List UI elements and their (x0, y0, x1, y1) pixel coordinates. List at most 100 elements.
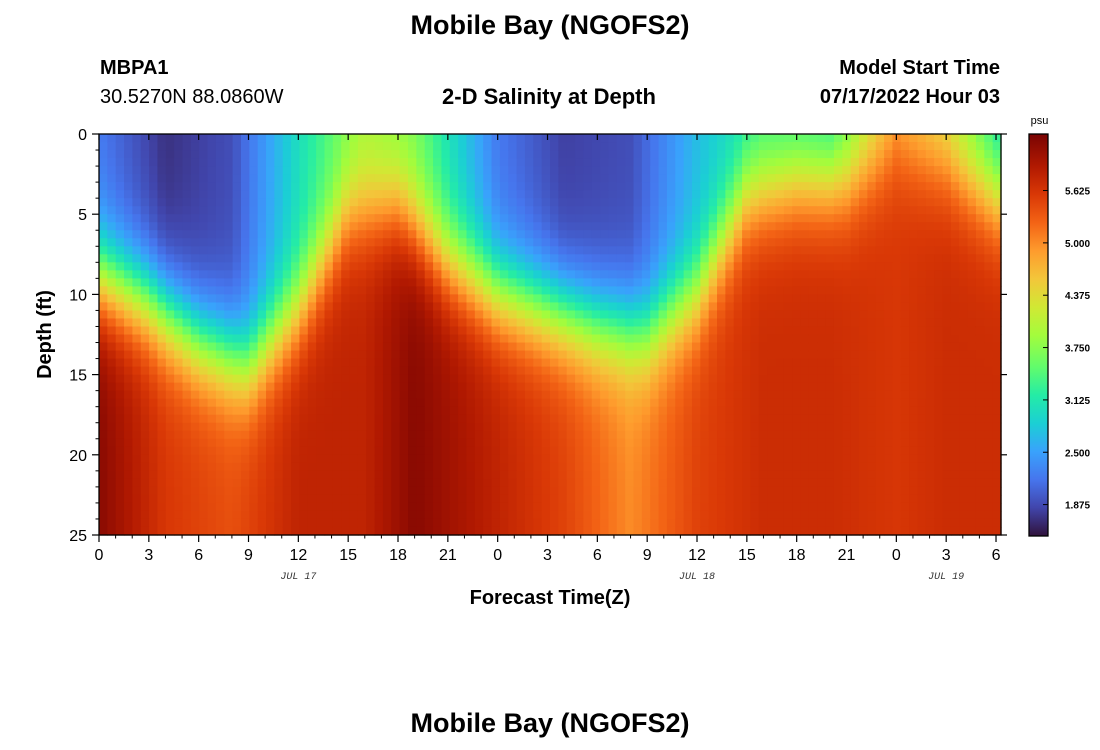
heatmap-cell (750, 526, 760, 536)
heatmap-cell (633, 494, 643, 504)
heatmap-cell (516, 382, 526, 392)
heatmap-cell (875, 166, 885, 175)
heatmap-cell (374, 318, 384, 328)
heatmap-cell (382, 518, 392, 528)
heatmap-cell (900, 238, 910, 247)
heatmap-cell (474, 366, 484, 376)
heatmap-cell (767, 246, 777, 255)
heatmap-cell (199, 270, 209, 279)
heatmap-cell (408, 198, 417, 207)
heatmap-cell (149, 446, 159, 456)
heatmap-cell (324, 350, 334, 360)
heatmap-cell (783, 166, 793, 175)
heatmap-cell (859, 390, 868, 400)
heatmap-cell (625, 310, 635, 320)
heatmap-cell (783, 174, 793, 183)
heatmap-cell (249, 502, 259, 512)
heatmap-cell (115, 254, 125, 263)
heatmap-cell (700, 350, 710, 360)
heatmap-cell (625, 190, 635, 199)
heatmap-cell (266, 222, 275, 231)
heatmap-cell (666, 406, 676, 416)
heatmap-cell (399, 166, 409, 175)
heatmap-cell (683, 302, 693, 312)
heatmap-cell (575, 326, 585, 336)
heatmap-cell (366, 486, 376, 496)
heatmap-cell (449, 510, 459, 520)
heatmap-cell (558, 230, 568, 239)
heatmap-cell (374, 350, 384, 360)
heatmap-cell (224, 158, 234, 167)
heatmap-cell (608, 414, 618, 424)
heatmap-cell (616, 214, 626, 223)
heatmap-cell (742, 470, 752, 480)
heatmap-cell (867, 406, 877, 416)
heatmap-cell (842, 462, 852, 472)
heatmap-cell (750, 390, 760, 400)
heatmap-cell (800, 398, 810, 408)
heatmap-cell (583, 374, 593, 384)
heatmap-cell (257, 230, 267, 239)
heatmap-cell (641, 438, 651, 448)
heatmap-cell (324, 358, 334, 368)
heatmap-cell (491, 198, 501, 207)
heatmap-cell (124, 406, 134, 416)
heatmap-cell (424, 350, 434, 360)
heatmap-cell (533, 326, 543, 336)
heatmap-cell (416, 486, 426, 496)
heatmap-cell (491, 166, 501, 175)
heatmap-cell (783, 206, 793, 215)
heatmap-cell (341, 414, 351, 424)
heatmap-cell (107, 134, 117, 143)
heatmap-cell (892, 462, 902, 472)
heatmap-cell (499, 238, 509, 247)
heatmap-cell (257, 286, 267, 295)
heatmap-cell (625, 510, 635, 520)
heatmap-cell (909, 518, 919, 528)
heatmap-cell (207, 390, 217, 400)
heatmap-cell (408, 430, 417, 440)
heatmap-cell (449, 134, 459, 143)
heatmap-cell (541, 238, 551, 247)
heatmap-cell (416, 350, 426, 360)
heatmap-cell (115, 334, 125, 344)
heatmap-cell (382, 254, 392, 263)
heatmap-cell (124, 366, 134, 376)
heatmap-cell (441, 150, 451, 159)
heatmap-cell (767, 150, 777, 159)
heatmap-cell (157, 406, 167, 416)
heatmap-cell (750, 206, 760, 215)
heatmap-cell (458, 222, 468, 231)
heatmap-cell (541, 462, 551, 472)
heatmap-cell (767, 286, 777, 295)
heatmap-cell (99, 238, 108, 247)
heatmap-cell (149, 342, 159, 352)
heatmap-cell (357, 158, 367, 167)
heatmap-cell (416, 374, 426, 384)
heatmap-cell (257, 446, 267, 456)
heatmap-cell (433, 350, 443, 360)
heatmap-cell (566, 198, 576, 207)
heatmap-cell (842, 438, 852, 448)
heatmap-cell (541, 158, 551, 167)
heatmap-cell (499, 206, 509, 215)
heatmap-cell (717, 198, 726, 207)
heatmap-cell (758, 478, 768, 488)
heatmap-cell (115, 310, 125, 320)
heatmap-cell (132, 366, 142, 376)
heatmap-cell (850, 366, 860, 376)
heatmap-cell (650, 326, 660, 336)
heatmap-cell (508, 486, 518, 496)
heatmap-cell (900, 398, 910, 408)
heatmap-cell (491, 302, 501, 312)
heatmap-cell (274, 182, 284, 191)
heatmap-cell (491, 454, 501, 464)
heatmap-cell (332, 302, 342, 312)
heatmap-cell (708, 294, 718, 304)
heatmap-cell (391, 190, 401, 199)
heatmap-cell (683, 310, 693, 320)
heatmap-cell (850, 166, 860, 175)
heatmap-cell (608, 430, 618, 440)
heatmap-cell (708, 478, 718, 488)
heatmap-cell (99, 230, 108, 239)
